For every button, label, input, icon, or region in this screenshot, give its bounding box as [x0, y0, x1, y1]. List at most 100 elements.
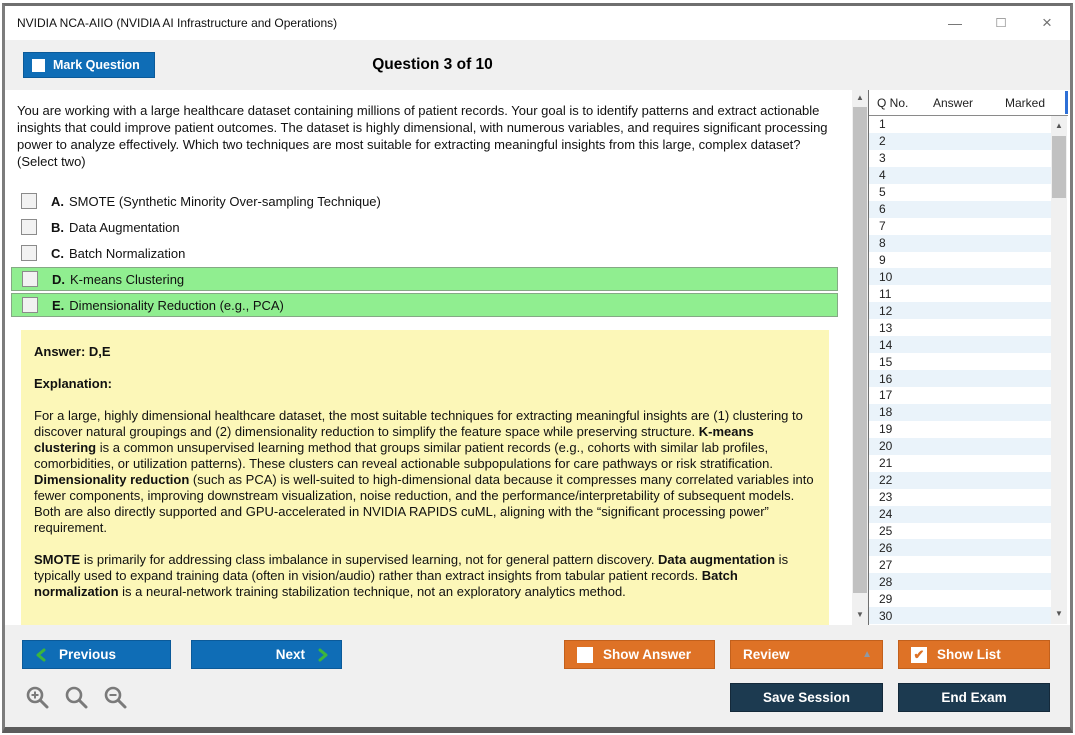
chevron-left-icon: [36, 648, 46, 661]
column-header-marked[interactable]: Marked: [1005, 96, 1046, 110]
question-list-row-16[interactable]: 16: [869, 370, 1051, 387]
checkmark-icon: ✔: [913, 647, 925, 662]
show-answer-button[interactable]: Show Answer: [564, 640, 715, 669]
question-list-row-11[interactable]: 11: [869, 285, 1051, 302]
mark-question-button[interactable]: Mark Question: [23, 52, 155, 78]
question-list-row-3[interactable]: 3: [869, 150, 1051, 167]
question-list-row-28[interactable]: 28: [869, 573, 1051, 591]
row-question-number: 27: [879, 557, 893, 572]
question-list-row-24[interactable]: 24: [869, 505, 1051, 523]
answer-options-list: A. SMOTE (Synthetic Minority Over-samplin…: [11, 189, 838, 319]
answer-option-d[interactable]: D. K-means Clustering: [11, 267, 838, 291]
question-list-panel: Q No. Answer Marked 1 2 3 4 5 6 7 8 9 10 11 12 13 14 1…: [868, 90, 1068, 625]
question-list-row-6[interactable]: 6: [869, 200, 1051, 218]
question-list-row-15[interactable]: 15: [869, 353, 1051, 370]
question-list-row-25[interactable]: 25: [869, 523, 1051, 540]
zoom-in-icon[interactable]: [25, 685, 51, 711]
option-text: SMOTE (Synthetic Minority Over-sampling …: [69, 193, 381, 209]
answer-option-c[interactable]: C. Batch Normalization: [11, 241, 838, 265]
row-question-number: 24: [879, 507, 893, 522]
question-list-row-5[interactable]: 5: [869, 184, 1051, 201]
row-question-number: 9: [879, 252, 886, 267]
column-header-qno[interactable]: Q No.: [877, 96, 909, 110]
answer-option-b[interactable]: B. Data Augmentation: [11, 215, 838, 239]
question-panel: You are working with a large healthcare …: [5, 90, 852, 625]
question-list-row-26[interactable]: 26: [869, 539, 1051, 557]
scrollbar-thumb[interactable]: [1052, 136, 1066, 198]
next-button[interactable]: Next: [191, 640, 342, 669]
option-text: Data Augmentation: [69, 219, 180, 235]
question-list-row-21[interactable]: 21: [869, 455, 1051, 472]
option-checkbox[interactable]: [22, 297, 38, 313]
row-question-number: 21: [879, 456, 893, 471]
row-question-number: 25: [879, 523, 893, 538]
save-session-button[interactable]: Save Session: [730, 683, 883, 712]
question-list-row-30[interactable]: 30: [869, 607, 1051, 625]
question-list-row-18[interactable]: 18: [869, 403, 1051, 421]
next-label: Next: [275, 647, 305, 662]
show-list-button[interactable]: ✔ Show List: [898, 640, 1050, 669]
option-checkbox[interactable]: [22, 271, 38, 287]
close-icon[interactable]: ×: [1042, 13, 1052, 32]
review-button[interactable]: Review ▲: [730, 640, 883, 669]
explanation-paragraph-2: SMOTE is primarily for addressing class …: [34, 552, 789, 599]
option-letter: D.: [52, 271, 65, 287]
question-list-row-27[interactable]: 27: [869, 556, 1051, 573]
zoom-reset-icon[interactable]: [64, 685, 90, 711]
question-list-row-29[interactable]: 29: [869, 590, 1051, 607]
question-list-row-17[interactable]: 17: [869, 387, 1051, 404]
option-letter: A.: [51, 193, 64, 209]
row-question-number: 26: [879, 540, 893, 555]
question-list-scrollbar[interactable]: ▲ ▼: [1051, 116, 1067, 624]
scrollbar-thumb[interactable]: [853, 107, 867, 593]
option-checkbox[interactable]: [21, 219, 37, 235]
scroll-down-icon[interactable]: ▼: [856, 610, 864, 619]
question-list-row-10[interactable]: 10: [869, 268, 1051, 286]
show-list-checkbox[interactable]: ✔: [911, 646, 927, 663]
question-list-row-19[interactable]: 19: [869, 421, 1051, 438]
minimize-icon[interactable]: —: [948, 15, 962, 31]
answer-option-e[interactable]: E. Dimensionality Reduction (e.g., PCA): [11, 293, 838, 317]
row-question-number: 16: [879, 371, 893, 386]
zoom-out-icon[interactable]: [103, 685, 129, 711]
answer-key: Answer: D,E: [34, 344, 111, 359]
option-checkbox[interactable]: [21, 193, 37, 209]
answer-option-a[interactable]: A. SMOTE (Synthetic Minority Over-samplin…: [11, 189, 838, 213]
row-question-number: 6: [879, 202, 886, 217]
question-list-row-4[interactable]: 4: [869, 166, 1051, 184]
question-scrollbar[interactable]: ▲ ▼: [852, 90, 868, 625]
question-list-row-14[interactable]: 14: [869, 336, 1051, 354]
row-question-number: 14: [879, 337, 893, 352]
previous-button[interactable]: Previous: [22, 640, 171, 669]
row-question-number: 3: [879, 151, 886, 166]
question-list-row-1[interactable]: 1: [869, 116, 1051, 133]
scroll-down-icon[interactable]: ▼: [1055, 609, 1063, 618]
save-session-label: Save Session: [762, 690, 851, 705]
window-controls: — □ ×: [946, 6, 1056, 40]
option-text: Dimensionality Reduction (e.g., PCA): [69, 297, 284, 313]
explanation-panel: Answer: D,E Explanation: For a large, hi…: [21, 330, 829, 625]
show-answer-checkbox[interactable]: [577, 646, 593, 663]
row-question-number: 10: [879, 269, 893, 284]
question-list-row-2[interactable]: 2: [869, 132, 1051, 150]
header-accent-bar: [1065, 91, 1068, 114]
question-list-row-22[interactable]: 22: [869, 471, 1051, 489]
row-question-number: 17: [879, 388, 893, 403]
question-list-row-7[interactable]: 7: [869, 218, 1051, 235]
mark-question-checkbox[interactable]: [32, 58, 45, 72]
question-list-row-20[interactable]: 20: [869, 437, 1051, 455]
scroll-up-icon[interactable]: ▲: [1055, 121, 1063, 130]
scroll-up-icon[interactable]: ▲: [856, 93, 864, 102]
mark-question-label: Mark Question: [53, 58, 140, 72]
maximize-icon[interactable]: □: [996, 14, 1006, 31]
end-exam-button[interactable]: End Exam: [898, 683, 1050, 712]
question-list-row-23[interactable]: 23: [869, 489, 1051, 506]
option-checkbox[interactable]: [21, 245, 37, 261]
column-header-answer[interactable]: Answer: [933, 96, 974, 110]
question-list-row-13[interactable]: 13: [869, 319, 1051, 336]
question-list-row-8[interactable]: 8: [869, 234, 1051, 252]
question-list-row-9[interactable]: 9: [869, 252, 1051, 269]
row-question-number: 19: [879, 422, 893, 437]
question-list-row-12[interactable]: 12: [869, 302, 1051, 320]
row-question-number: 18: [879, 405, 893, 420]
